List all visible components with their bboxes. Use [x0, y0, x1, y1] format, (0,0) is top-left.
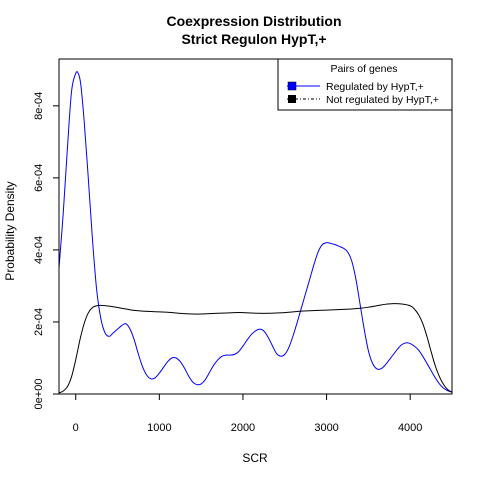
y-tick-label: 2e-04	[33, 308, 45, 336]
x-tick-label: 1000	[147, 422, 171, 434]
legend-box	[277, 58, 453, 111]
series-line-not-regulated	[59, 303, 452, 394]
series-line-regulated	[59, 71, 452, 393]
legend-label-regulated: Regulated by HypT,+	[326, 81, 424, 93]
legend-swatch-regulated	[287, 81, 297, 91]
y-axis-label: Probability Density	[3, 181, 17, 280]
x-tick-label: 3000	[314, 422, 338, 434]
x-tick-label: 2000	[231, 422, 255, 434]
y-tick-label: 4e-04	[33, 236, 45, 264]
x-axis: 0 1000 2000 3000 4000	[73, 394, 422, 434]
x-axis-label: SCR	[242, 451, 268, 465]
y-tick-label: 0e+00	[33, 379, 45, 410]
y-tick-label: 8e-04	[33, 92, 45, 120]
legend-title: Pairs of genes	[330, 63, 397, 75]
legend-label-not-regulated: Not regulated by HypT,+	[326, 94, 439, 106]
x-tick-label: 0	[73, 422, 79, 434]
chart-title: Coexpression Distribution	[166, 13, 341, 29]
chart-subtitle: Strict Regulon HypT,+	[181, 31, 326, 47]
y-axis: 0e+00 2e-04 4e-04 6e-04 8e-04	[33, 92, 59, 410]
legend-swatch-not-regulated	[288, 95, 296, 103]
series-layer	[59, 71, 452, 394]
legend: Pairs of genes Regulated by HypT,+ Not r…	[277, 58, 453, 111]
plot-frame	[58, 58, 453, 395]
x-tick-label: 4000	[398, 422, 422, 434]
y-tick-label: 6e-04	[33, 164, 45, 192]
